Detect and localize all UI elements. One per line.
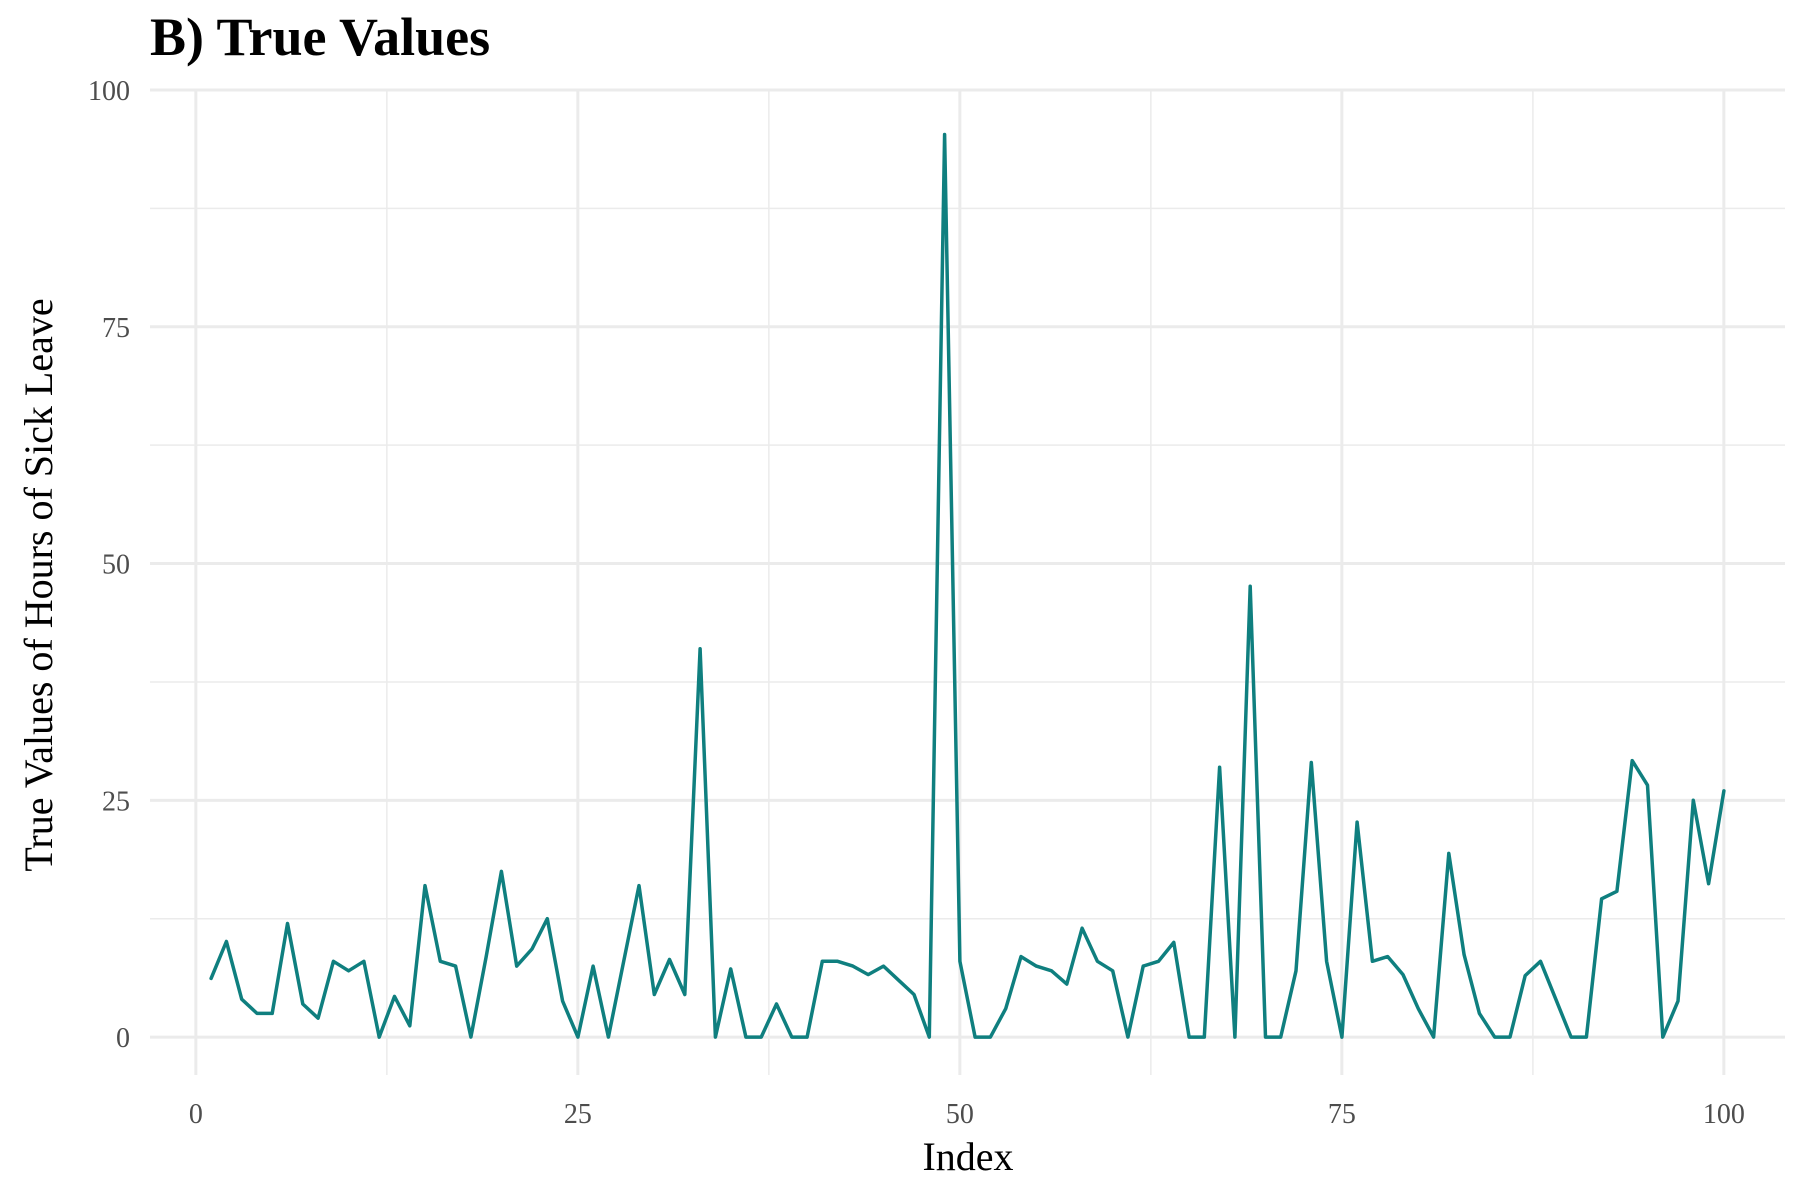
x-tick-label: 25 <box>564 1099 592 1130</box>
y-tick-label: 100 <box>88 76 130 107</box>
x-tick-label: 50 <box>946 1099 974 1130</box>
x-tick-label: 0 <box>189 1099 203 1130</box>
y-axis-ticks: 0 25 50 75 100 <box>88 76 130 1054</box>
x-tick-label: 100 <box>1703 1099 1745 1130</box>
series-layer <box>209 132 1726 1039</box>
grid <box>150 88 1785 1075</box>
x-axis-title: Index <box>922 1134 1013 1179</box>
y-tick-label: 0 <box>116 1023 130 1054</box>
y-tick-label: 75 <box>102 313 130 344</box>
y-tick-label: 25 <box>102 786 130 817</box>
series-line <box>209 132 1726 1039</box>
y-axis-title: True Values of Hours of Sick Leave <box>16 298 61 871</box>
chart-title: B) True Values <box>150 7 491 67</box>
y-tick-label: 50 <box>102 550 130 581</box>
x-axis-ticks: 0 25 50 75 100 <box>189 1099 1745 1130</box>
x-tick-label: 75 <box>1328 1099 1356 1130</box>
